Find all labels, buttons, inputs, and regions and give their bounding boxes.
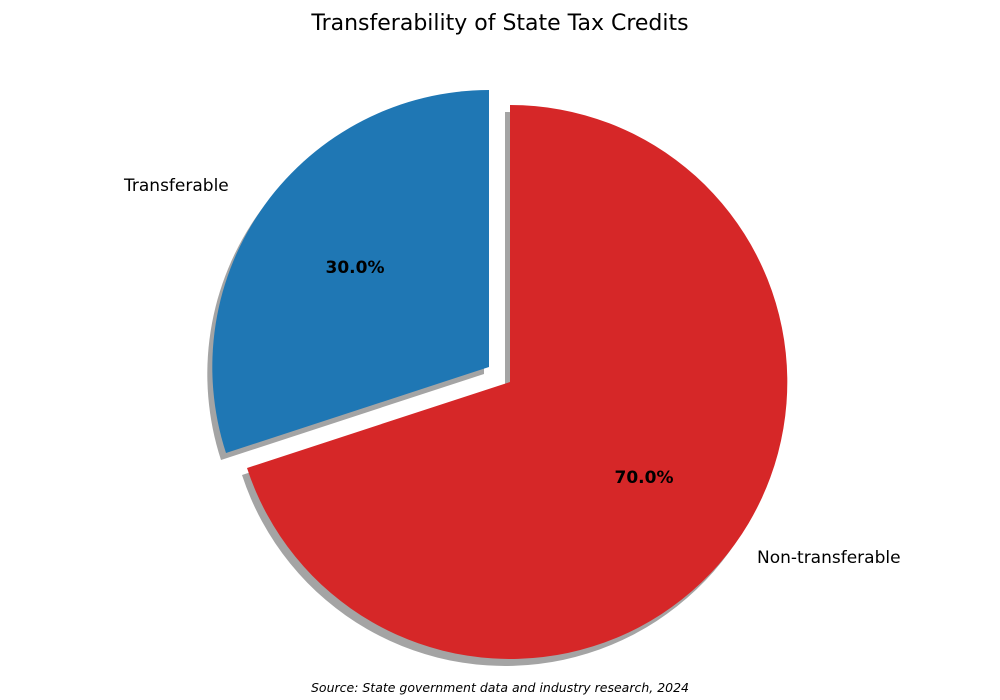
pct-label-non-transferable: 70.0% [614,468,674,488]
slice-non-transferable[interactable] [247,104,788,659]
slice-label-non-transferable: Non-transferable [757,548,901,568]
chart-title: Transferability of State Tax Credits [311,11,689,36]
source-note: Source: State government data and indust… [310,680,690,695]
slice-transferable[interactable] [212,90,489,453]
pct-label-transferable: 30.0% [325,258,385,278]
slice-label-transferable: Transferable [124,176,229,196]
